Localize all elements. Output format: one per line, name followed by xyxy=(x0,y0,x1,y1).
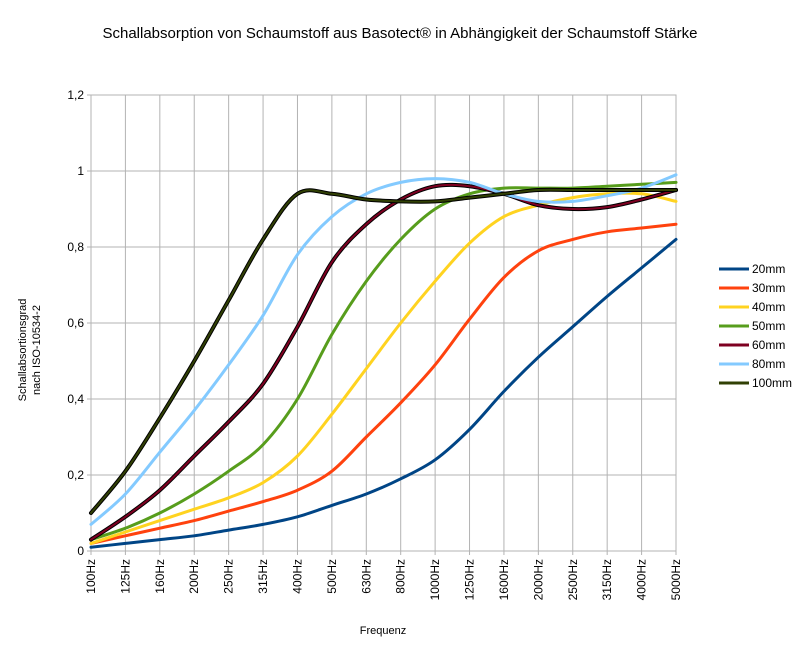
series-line-20mm xyxy=(89,237,678,549)
legend-label-100mm: 100mm xyxy=(752,376,792,390)
x-tick-label: 5000Hz xyxy=(669,559,683,600)
series-line-40mm xyxy=(89,191,678,545)
chart-title: Schallabsorption von Schaumstoff aus Bas… xyxy=(102,25,697,42)
legend-label-80mm: 80mm xyxy=(752,357,785,371)
y-tick-label: 0,8 xyxy=(67,240,84,254)
y-axis-title: Schallabsortionsgrad nach ISO-10534-2 xyxy=(17,299,43,402)
x-tick-label: 400Hz xyxy=(290,559,304,594)
legend-label-50mm: 50mm xyxy=(752,319,785,333)
x-tick-label: 1000Hz xyxy=(428,559,442,600)
series-line-30mm xyxy=(89,222,678,545)
legend: 20mm 30mm 40mm 50mm 60mm 80mm 100mm xyxy=(719,262,792,390)
x-tick-label: 4000Hz xyxy=(635,559,649,600)
x-tick-label: 1600Hz xyxy=(497,559,511,600)
y-tick-label: 1 xyxy=(77,164,84,178)
y-axis-title-line-1: Schallabsortionsgrad xyxy=(17,299,29,402)
y-tick-label: 0,2 xyxy=(67,468,84,482)
x-tick-label: 315Hz xyxy=(256,559,270,594)
x-tick-label: 125Hz xyxy=(118,559,132,594)
series-lines xyxy=(89,173,678,549)
grid-lines xyxy=(87,94,677,555)
x-tick-label: 1250Hz xyxy=(463,559,477,600)
series-outline-100mm xyxy=(89,187,678,515)
x-axis-title: Frequenz xyxy=(360,625,406,637)
x-tick-label: 200Hz xyxy=(187,559,201,594)
x-tick-label: 800Hz xyxy=(394,559,408,594)
legend-label-40mm: 40mm xyxy=(752,300,785,314)
legend-label-20mm: 20mm xyxy=(752,262,785,276)
x-tick-label: 630Hz xyxy=(359,559,373,594)
series-line-100mm xyxy=(90,188,677,514)
x-tick-label: 500Hz xyxy=(325,559,339,594)
y-tick-label: 0,4 xyxy=(67,392,84,406)
legend-label-30mm: 30mm xyxy=(752,281,785,295)
series-line-80mm xyxy=(89,173,678,526)
y-tick-labels: 0 0,2 0,4 0,6 0,8 1 1,2 xyxy=(67,88,84,558)
x-tick-label: 2500Hz xyxy=(566,559,580,600)
x-tick-label: 2000Hz xyxy=(531,559,545,600)
legend-label-60mm: 60mm xyxy=(752,338,785,352)
x-tick-label: 160Hz xyxy=(153,559,167,594)
x-tick-label: 3150Hz xyxy=(600,559,614,600)
y-tick-label: 0,6 xyxy=(67,316,84,330)
x-tick-label: 100Hz xyxy=(84,559,98,594)
y-tick-label: 0 xyxy=(77,544,84,558)
x-tick-label: 250Hz xyxy=(222,559,236,594)
x-tick-labels: 100Hz 125Hz 160Hz 200Hz 250Hz 315Hz 400Hz 500Hz… xyxy=(84,559,683,600)
y-axis-title-line-2: nach ISO-10534-2 xyxy=(31,305,43,395)
series-line-60mm xyxy=(90,183,677,541)
y-tick-label: 1,2 xyxy=(67,88,84,102)
